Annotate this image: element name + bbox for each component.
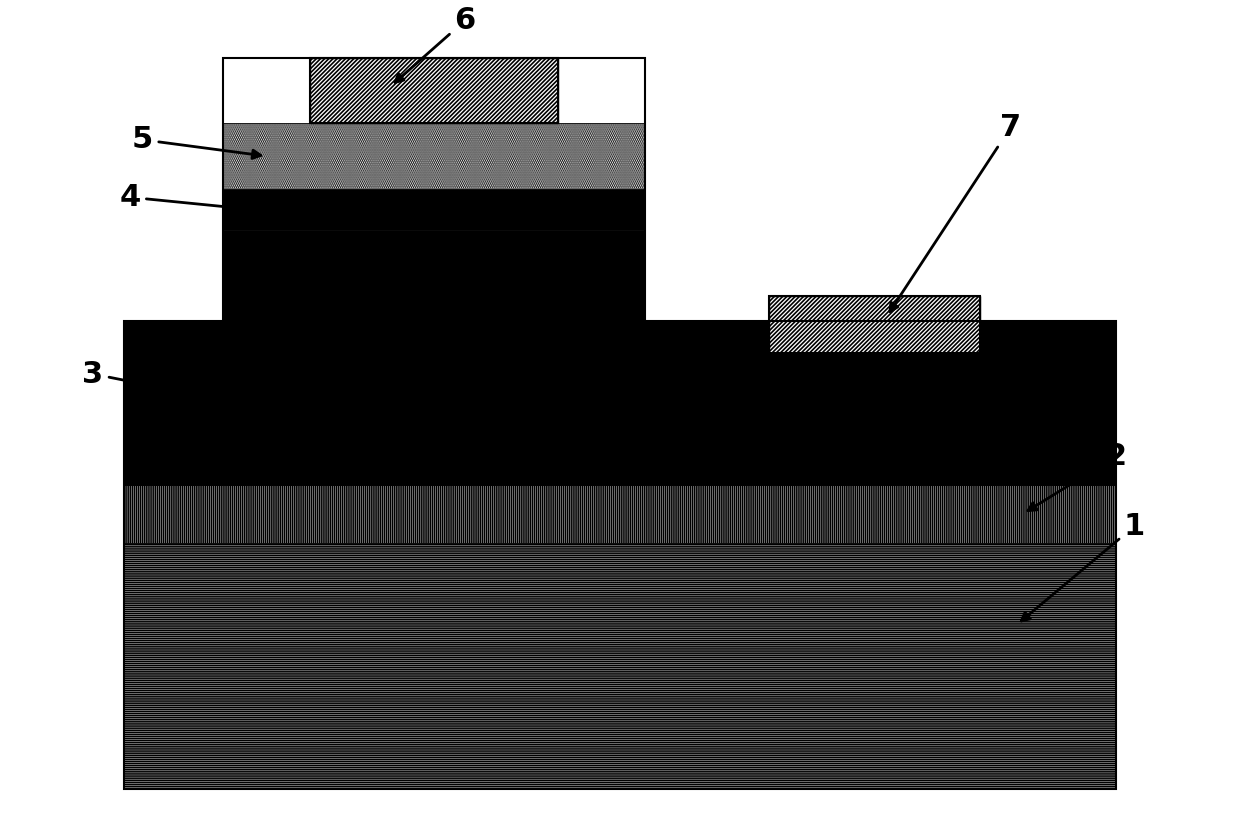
Bar [223, 230, 645, 321]
Bar [124, 543, 1116, 789]
Text: 5: 5 [131, 125, 260, 159]
Text: 3: 3 [82, 359, 211, 400]
Text: 1: 1 [1022, 511, 1146, 621]
Text: 6: 6 [396, 6, 476, 82]
Bar [769, 296, 980, 353]
Text: 2: 2 [1028, 441, 1127, 510]
Bar [124, 485, 1116, 543]
Bar [124, 321, 1116, 485]
Bar [124, 321, 1116, 789]
Bar [310, 58, 558, 123]
Bar [310, 58, 558, 123]
Bar [223, 189, 645, 230]
Bar [223, 123, 645, 189]
Text: 7: 7 [890, 113, 1022, 312]
Bar [223, 58, 645, 321]
Bar [769, 296, 980, 353]
Text: 4: 4 [119, 182, 248, 212]
